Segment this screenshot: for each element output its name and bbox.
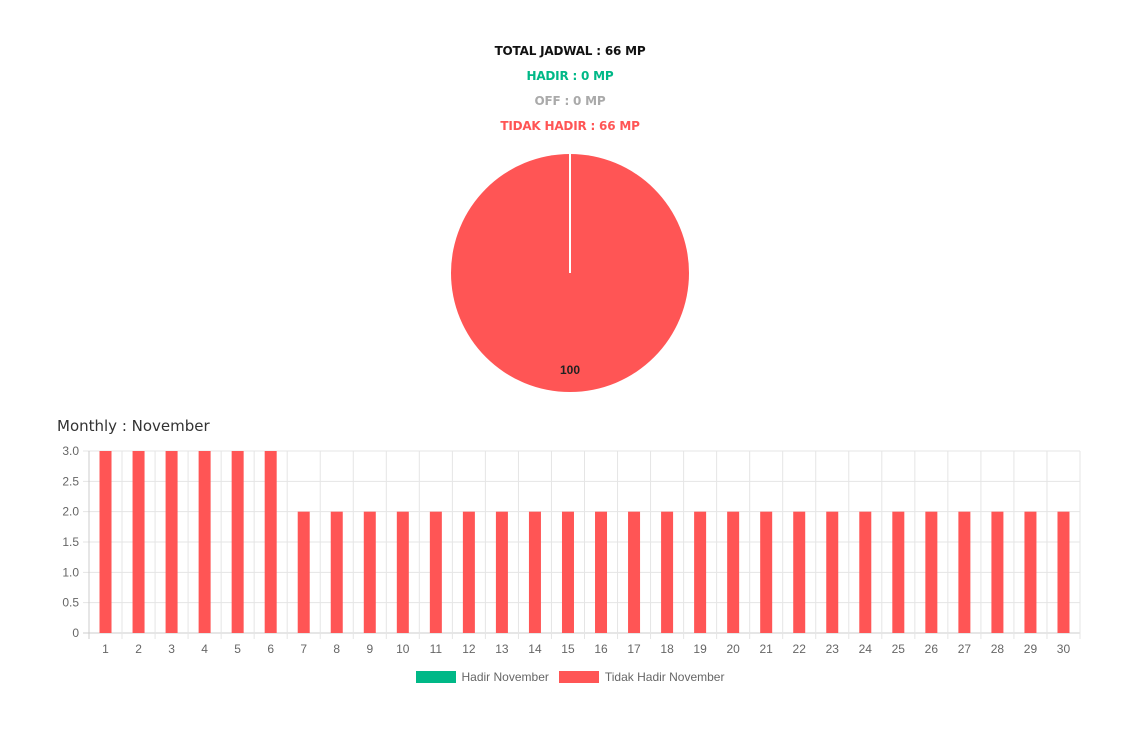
bar[interactable] <box>991 511 1004 633</box>
x-tick-label: 20 <box>726 642 740 656</box>
legend-item-tidak-hadir[interactable]: Tidak Hadir November <box>558 670 725 684</box>
x-tick-label: 19 <box>693 642 707 656</box>
y-tick-label: 0 <box>72 626 79 640</box>
chart-legend: Hadir November Tidak Hadir November <box>0 670 1140 684</box>
x-tick-label: 14 <box>528 642 542 656</box>
y-tick-label: 1.0 <box>62 565 79 579</box>
y-tick-label: 0.5 <box>62 596 79 610</box>
bar[interactable] <box>793 511 806 633</box>
x-tick-label: 28 <box>991 642 1005 656</box>
x-tick-label: 5 <box>234 642 241 656</box>
x-tick-label: 18 <box>660 642 674 656</box>
x-tick-label: 30 <box>1057 642 1071 656</box>
bar[interactable] <box>595 511 608 633</box>
x-tick-label: 11 <box>430 642 443 656</box>
bar[interactable] <box>297 511 310 633</box>
bar[interactable] <box>165 451 178 633</box>
x-tick-label: 6 <box>267 642 274 656</box>
tidak-hadir-label: TIDAK HADIR : 66 MP <box>500 119 640 133</box>
bar[interactable] <box>264 451 277 633</box>
x-tick-label: 27 <box>958 642 972 656</box>
monthly-title: Monthly : November <box>57 417 210 435</box>
y-tick-label: 2.0 <box>62 505 79 519</box>
bar[interactable] <box>132 451 145 633</box>
x-tick-label: 13 <box>495 642 509 656</box>
total-jadwal-label: TOTAL JADWAL : 66 MP <box>494 44 646 58</box>
monthly-bar-chart: 00.51.01.52.02.53.01 2 3 4 5 6 7 8 9 10 11 12 13 14 15… <box>62 444 1081 656</box>
summary-block: TOTAL JADWAL : 66 MP HADIR : 0 MP OFF : … <box>0 42 1140 142</box>
pie-data-label: 100 <box>560 363 580 377</box>
x-tick-label: 15 <box>561 642 575 656</box>
bar[interactable] <box>925 511 938 633</box>
bar[interactable] <box>727 511 740 633</box>
legend-swatch-tidak-hadir <box>558 671 599 683</box>
x-tick-label: 10 <box>396 642 410 656</box>
bar[interactable] <box>429 511 442 633</box>
y-tick-label: 3.0 <box>62 444 79 458</box>
x-tick-label: 21 <box>760 642 774 656</box>
x-tick-label: 1 <box>102 642 109 656</box>
x-tick-label: 12 <box>462 642 476 656</box>
bar[interactable] <box>462 511 475 633</box>
bar[interactable] <box>495 511 508 633</box>
bar[interactable] <box>396 511 409 633</box>
x-tick-label: 29 <box>1024 642 1038 656</box>
x-tick-label: 24 <box>859 642 873 656</box>
x-tick-label: 9 <box>366 642 373 656</box>
bar[interactable] <box>561 511 574 633</box>
legend-item-hadir[interactable]: Hadir November <box>415 670 549 684</box>
x-tick-label: 25 <box>892 642 906 656</box>
bar[interactable] <box>694 511 707 633</box>
x-tick-label: 4 <box>201 642 208 656</box>
bar[interactable] <box>661 511 674 633</box>
bar[interactable] <box>628 511 641 633</box>
x-tick-label: 7 <box>300 642 307 656</box>
legend-label-tidak-hadir: Tidak Hadir November <box>604 670 725 684</box>
y-tick-label: 2.5 <box>62 474 79 488</box>
bar[interactable] <box>528 511 541 633</box>
bar[interactable] <box>330 511 343 633</box>
bar[interactable] <box>859 511 872 633</box>
x-tick-label: 26 <box>925 642 939 656</box>
bar[interactable] <box>958 511 971 633</box>
y-tick-label: 1.5 <box>62 535 79 549</box>
x-tick-label: 3 <box>168 642 175 656</box>
bar[interactable] <box>363 511 376 633</box>
x-tick-label: 2 <box>135 642 142 656</box>
bar[interactable] <box>826 511 839 633</box>
bar[interactable] <box>99 451 112 633</box>
bar[interactable] <box>892 511 905 633</box>
x-tick-label: 17 <box>627 642 641 656</box>
off-label: OFF : 0 MP <box>534 94 606 108</box>
hadir-label: HADIR : 0 MP <box>526 69 614 83</box>
x-tick-label: 16 <box>594 642 608 656</box>
x-tick-label: 22 <box>793 642 807 656</box>
bar[interactable] <box>1024 511 1037 633</box>
bar[interactable] <box>1057 511 1070 633</box>
legend-label-hadir: Hadir November <box>461 670 549 684</box>
legend-swatch-hadir <box>415 671 456 683</box>
bar[interactable] <box>198 451 211 633</box>
x-tick-label: 23 <box>826 642 840 656</box>
pie-chart: 100 <box>451 154 689 392</box>
bar[interactable] <box>231 451 244 633</box>
x-tick-label: 8 <box>333 642 340 656</box>
bar[interactable] <box>760 511 773 633</box>
